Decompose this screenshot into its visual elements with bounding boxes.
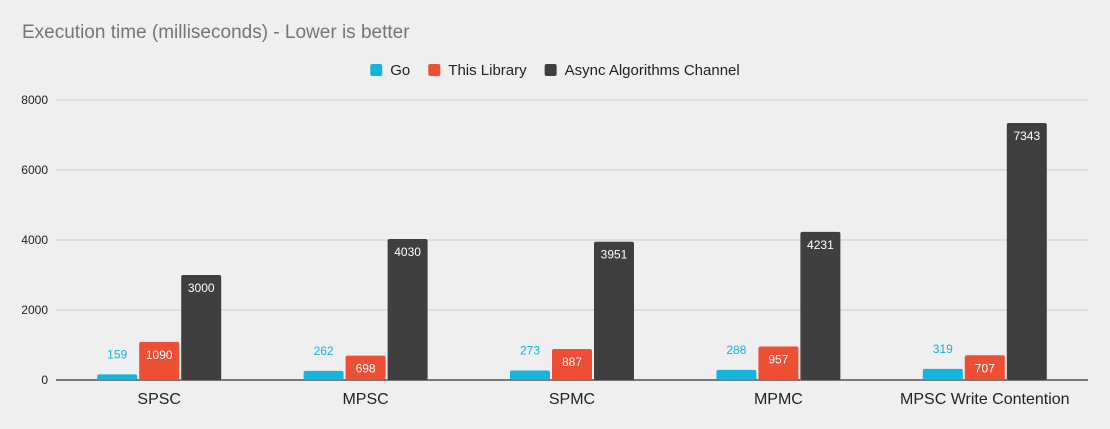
data-label: 698 bbox=[356, 362, 376, 376]
bar bbox=[552, 348, 592, 380]
x-tick-label: SPSC bbox=[137, 391, 181, 408]
legend: Go This Library Async Algorithms Channel bbox=[370, 62, 740, 79]
data-label: 273 bbox=[520, 343, 540, 357]
data-label: 3951 bbox=[601, 248, 628, 262]
y-axis-ticks: 0 2000 4000 6000 8000 bbox=[21, 93, 48, 387]
bar bbox=[181, 275, 222, 380]
bars bbox=[97, 122, 1047, 381]
data-labels: 159 1090 3000 262 698 4030 273 887 3951 288 957 423… bbox=[107, 129, 1040, 376]
bar bbox=[97, 374, 138, 380]
legend-swatch bbox=[428, 64, 441, 76]
data-label: 288 bbox=[726, 343, 746, 357]
y-tick-label: 8000 bbox=[21, 93, 48, 107]
legend-swatch bbox=[370, 64, 383, 76]
bar bbox=[594, 241, 634, 380]
x-axis-ticks: SPSC MPSC SPMC MPMC MPSC Write Contention bbox=[137, 391, 1069, 408]
legend-label: Async Algorithms Channel bbox=[565, 62, 740, 79]
x-tick-label: MPMC bbox=[754, 391, 803, 408]
x-tick-label: SPMC bbox=[549, 391, 595, 408]
y-tick-label: 6000 bbox=[21, 163, 48, 177]
data-label: 159 bbox=[107, 347, 127, 361]
data-label: 707 bbox=[975, 361, 995, 375]
bar bbox=[510, 370, 550, 380]
legend-label: This Library bbox=[448, 62, 527, 79]
y-tick-label: 2000 bbox=[21, 303, 48, 317]
bar bbox=[800, 231, 841, 380]
bar bbox=[303, 370, 344, 380]
x-tick-label: MPSC bbox=[342, 391, 388, 408]
data-label: 957 bbox=[768, 353, 788, 367]
legend-label: Go bbox=[390, 62, 410, 79]
data-label: 319 bbox=[933, 342, 953, 356]
bar bbox=[964, 355, 1005, 380]
x-tick-label: MPSC Write Contention bbox=[900, 391, 1070, 408]
data-label: 887 bbox=[562, 355, 582, 369]
data-label: 262 bbox=[314, 344, 334, 358]
bar bbox=[758, 346, 799, 380]
chart-title: Execution time (milliseconds) - Lower is… bbox=[22, 22, 410, 43]
data-label: 4030 bbox=[394, 245, 421, 259]
bar bbox=[139, 341, 180, 380]
bar bbox=[387, 238, 428, 380]
y-tick-label: 0 bbox=[41, 373, 48, 387]
y-tick-label: 4000 bbox=[21, 233, 48, 247]
data-label: 4231 bbox=[807, 238, 834, 252]
data-label: 7343 bbox=[1013, 129, 1040, 143]
data-label: 1090 bbox=[146, 348, 173, 362]
bar bbox=[716, 369, 757, 380]
legend-swatch bbox=[544, 64, 557, 76]
data-label: 3000 bbox=[188, 281, 215, 295]
bar bbox=[1006, 122, 1047, 381]
bar bbox=[922, 368, 963, 380]
bar bbox=[345, 355, 386, 380]
